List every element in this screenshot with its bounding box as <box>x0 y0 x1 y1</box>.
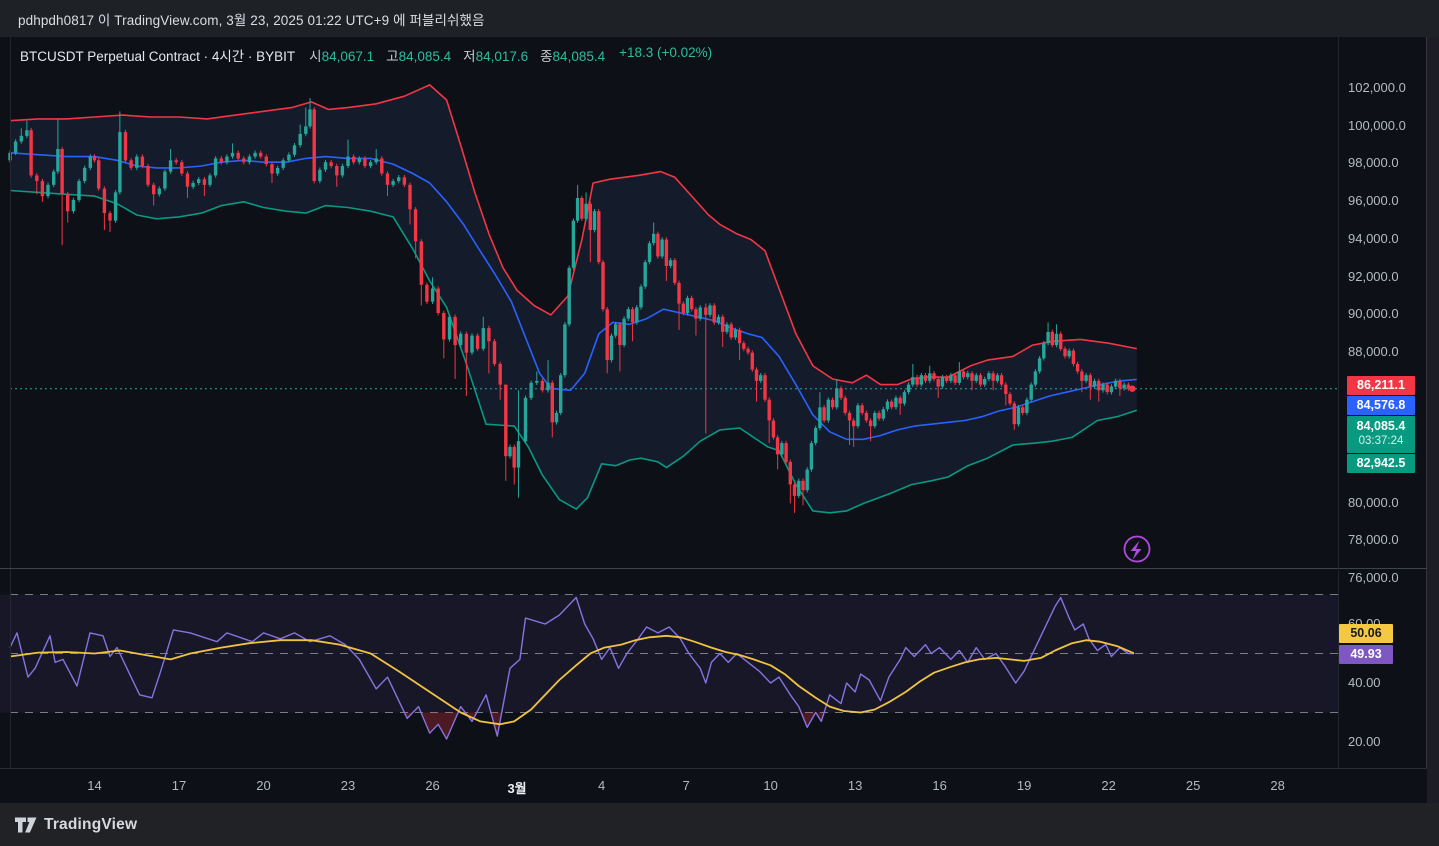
time-axis-label: 13 <box>847 778 863 793</box>
bb-upper-price-badge: 86,211.1 <box>1347 376 1415 395</box>
time-axis-label: 17 <box>171 778 187 793</box>
bollinger-fill <box>10 84 1137 513</box>
publish-bar: pdhpdh0817 이 TradingView.com, 3월 23, 202… <box>0 0 1439 37</box>
last-price-badge: 84,085.4 03:37:24 <box>1347 416 1415 453</box>
price-axis-label: 76,000.0 <box>1348 570 1399 586</box>
price-axis-label: 96,000.0 <box>1348 193 1399 209</box>
price-axis-label: 100,000.0 <box>1348 117 1406 133</box>
time-axis-label: 26 <box>425 778 440 793</box>
time-axis-label: 14 <box>87 778 102 793</box>
time-axis-label: 10 <box>763 778 778 793</box>
time-axis-label: 19 <box>1016 778 1032 793</box>
close-label: 종 <box>540 49 553 64</box>
footer-bar: TradingView <box>0 803 1439 846</box>
rsi-axis-label: 20.00 <box>1348 734 1381 749</box>
time-axis-label: 20 <box>256 778 271 793</box>
time-axis-label: 22 <box>1101 778 1116 793</box>
rsi-ma-line <box>9 634 1135 726</box>
pane-left-edge <box>10 37 11 768</box>
tradingview-logo[interactable] <box>14 815 38 835</box>
rsi-ma-badge: 50.06 <box>1339 624 1393 643</box>
bb-lower-price-badge: 82,942.5 <box>1347 454 1415 473</box>
price-axis-label: 90,000.0 <box>1348 306 1399 322</box>
time-axis-label: 16 <box>932 778 947 793</box>
price-scale-separator <box>1338 37 1339 803</box>
high-label: 고 <box>386 49 399 64</box>
open-label: 시 <box>309 49 322 64</box>
time-axis-label: 28 <box>1270 778 1285 793</box>
candlestick-series <box>8 98 1130 513</box>
rsi-oversold-fill <box>801 712 816 728</box>
rsi-axis-label: 40.00 <box>1348 675 1381 690</box>
publish-info-text: pdhpdh0817 이 TradingView.com, 3월 23, 202… <box>18 12 485 28</box>
close-value: 84,085.4 <box>552 49 606 64</box>
lightning-icon[interactable] <box>1123 535 1151 563</box>
time-axis-label: 23 <box>340 778 356 793</box>
low-value: 84,017.6 <box>475 49 529 64</box>
bollinger-lower-line <box>9 189 1138 514</box>
price-axis-label: 92,000.0 <box>1348 268 1399 284</box>
chart-legend: BTCUSDT Perpetual Contract · 4시간 · BYBIT… <box>20 45 712 65</box>
open-value: 84,067.1 <box>321 49 375 64</box>
change-value: +18.3 (+0.02%) <box>619 45 713 60</box>
low-label: 저 <box>463 49 476 64</box>
time-axis-label: 4 <box>597 778 606 793</box>
symbol-title[interactable]: BTCUSDT Perpetual Contract · 4시간 · BYBIT <box>20 49 296 64</box>
ohlc-values: 시84,067.1 고84,085.4 저84,017.6 종84,085.4 … <box>309 45 712 65</box>
brand-name[interactable]: TradingView <box>44 815 138 833</box>
price-axis-label: 102,000.0 <box>1348 80 1406 95</box>
time-axis-label: 7 <box>682 778 690 793</box>
time-axis-label: 3월 <box>507 781 527 796</box>
last-price-marker <box>1129 385 1136 392</box>
time-axis-label: 25 <box>1185 778 1201 793</box>
chart-widget[interactable]: BTCUSDT Perpetual Contract · 4시간 · BYBIT… <box>0 37 1427 803</box>
bb-middle-price-badge: 84,576.8 <box>1347 396 1415 415</box>
rsi-badge: 49.93 <box>1339 645 1393 664</box>
bar-countdown: 03:37:24 <box>1358 435 1404 447</box>
price-axis-label: 88,000.0 <box>1348 343 1399 359</box>
price-axis-label: 94,000.0 <box>1348 230 1399 246</box>
price-pane[interactable] <box>0 37 1338 568</box>
price-axis-label: 80,000.0 <box>1348 494 1399 510</box>
last-price-value: 84,085.4 <box>1356 419 1406 433</box>
time-scale[interactable]: 14 17 20 23 26 3월 4 7 10 13 16 19 22 25 28 <box>0 768 1427 803</box>
price-axis-label: 78,000.0 <box>1348 532 1399 548</box>
high-value: 84,085.4 <box>398 49 452 64</box>
price-axis-label: 98,000.0 <box>1348 155 1399 171</box>
rsi-pane[interactable] <box>0 569 1338 768</box>
pane-separator[interactable] <box>0 568 1427 569</box>
